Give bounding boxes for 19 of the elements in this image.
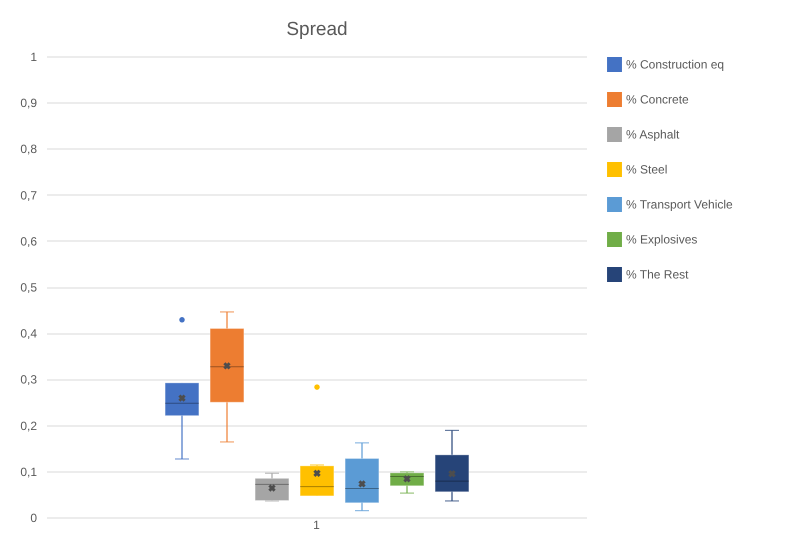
legend-label: % Transport Vehicle	[626, 198, 734, 212]
legend-label: % Explosives	[626, 232, 698, 246]
y-tick-label: 0,5	[20, 280, 38, 294]
y-tick-label: 1	[30, 50, 38, 64]
legend-label: % Steel	[626, 162, 668, 176]
y-tick-label: 0,1	[20, 464, 38, 479]
legend-label: % Concrete	[626, 92, 690, 106]
y-tick-label: 0,9	[20, 96, 38, 110]
legend-label: % The Rest	[626, 268, 690, 282]
chart-title: Spread	[286, 19, 348, 40]
legend-label: % Construction eq	[626, 58, 724, 72]
y-tick-label: 0,6	[20, 234, 38, 248]
y-tick-label: 0,8	[20, 142, 38, 156]
y-tick-label: 0,3	[20, 372, 38, 387]
y-tick-label: 0,4	[20, 326, 38, 341]
y-tick-label: 0,7	[20, 188, 38, 202]
y-tick-label: 0,2	[20, 418, 38, 433]
y-tick-label: 0	[30, 511, 38, 525]
legend-label: % Asphalt	[626, 128, 680, 142]
